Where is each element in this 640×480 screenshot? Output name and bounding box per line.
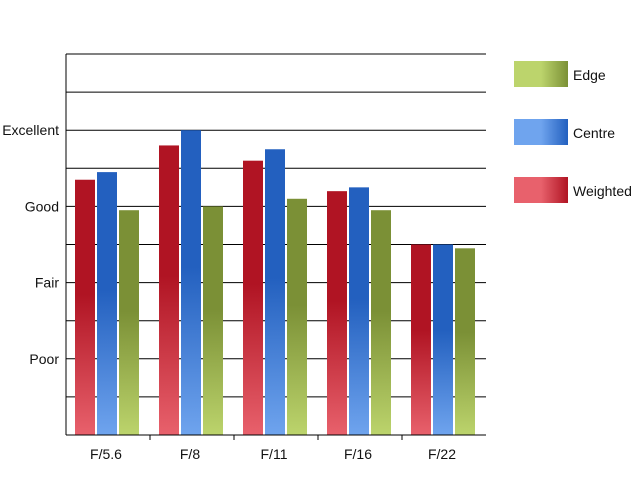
y-tick-label: Good xyxy=(25,198,59,214)
x-tick-labels: F/5.6 F/8 F/11 F/16 F/22 xyxy=(90,446,456,462)
legend-label-weighted: Weighted xyxy=(573,183,632,199)
bar-edge-2 xyxy=(287,198,307,435)
y-tick-labels: Poor Fair Good Excellent xyxy=(2,122,59,367)
x-tick-label: F/8 xyxy=(180,446,200,462)
bar-centre-3 xyxy=(349,187,369,435)
x-tick-label: F/11 xyxy=(261,446,288,462)
legend-label-edge: Edge xyxy=(573,67,606,83)
legend: Edge Centre Weighted xyxy=(514,61,632,203)
bar-weighted-3 xyxy=(327,191,347,435)
bar-edge-0 xyxy=(119,210,139,435)
bars xyxy=(75,130,475,436)
bar-weighted-2 xyxy=(243,160,263,435)
axes xyxy=(65,54,486,440)
bar-edge-1 xyxy=(203,206,223,435)
bar-centre-0 xyxy=(97,172,117,436)
bar-centre-4 xyxy=(433,244,453,435)
x-tick-label: F/5.6 xyxy=(90,446,122,462)
y-tick-label: Poor xyxy=(29,351,59,367)
legend-label-centre: Centre xyxy=(573,125,615,141)
x-tick-label: F/22 xyxy=(428,446,456,462)
bar-weighted-4 xyxy=(411,244,431,435)
bar-edge-4 xyxy=(455,248,475,435)
bar-centre-2 xyxy=(265,149,285,435)
bar-edge-3 xyxy=(371,210,391,435)
x-tick-label: F/16 xyxy=(344,446,372,462)
bar-weighted-0 xyxy=(75,179,95,435)
y-tick-label: Fair xyxy=(35,275,59,291)
legend-swatch-weighted xyxy=(514,177,568,203)
y-tick-label: Excellent xyxy=(2,122,59,138)
legend-swatch-centre xyxy=(514,119,568,145)
bar-centre-1 xyxy=(181,130,201,435)
legend-swatch-edge xyxy=(514,61,568,87)
bar-weighted-1 xyxy=(159,145,179,435)
